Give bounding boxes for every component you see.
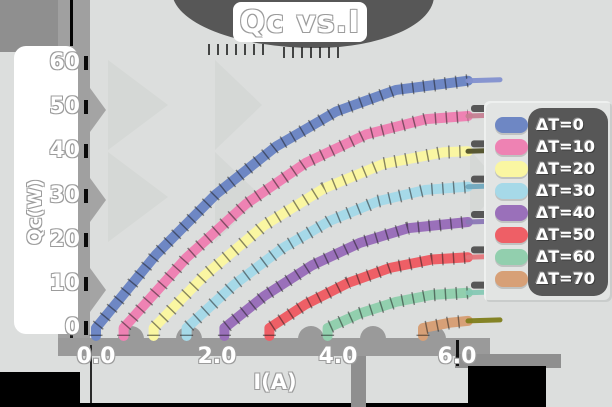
series-line-5 xyxy=(264,252,473,341)
legend-item: ΔT=60 xyxy=(492,246,610,268)
legend-item: ΔT=20 xyxy=(492,158,610,180)
legend-item: ΔT=70 xyxy=(492,268,610,290)
axis-bump xyxy=(360,326,386,339)
background-triangle xyxy=(215,152,262,242)
axis-bump xyxy=(420,326,446,339)
y-tick-mark xyxy=(84,144,88,158)
shadow-zigzag xyxy=(90,268,106,312)
series-hatch-2 xyxy=(147,144,469,336)
tick-shadow-strip xyxy=(351,356,366,407)
y-tick-mark xyxy=(84,189,88,203)
axis-bump xyxy=(298,326,324,339)
legend-item-label: ΔT=10 xyxy=(536,137,595,156)
x-tick-label: 4.0 xyxy=(318,344,358,369)
x-tick-mark xyxy=(90,345,92,403)
series-line-2 xyxy=(148,146,473,341)
legend-item-label: ΔT=60 xyxy=(536,247,595,266)
series-hatch-0 xyxy=(89,74,469,336)
y-tick-label: 30 xyxy=(49,183,80,208)
y-tick-mark xyxy=(84,277,88,291)
legend-item: ΔT=10 xyxy=(492,136,610,158)
series-line-4 xyxy=(219,217,473,341)
legend-item: ΔT=50 xyxy=(492,224,610,246)
legend-item-label: ΔT=30 xyxy=(536,181,595,200)
x-tick-label: 0.0 xyxy=(76,344,116,369)
series-hatch-6 xyxy=(321,286,469,336)
y-tick-mark xyxy=(84,100,88,114)
series-hatch-3 xyxy=(180,180,469,336)
chart-title: Qc vs.I xyxy=(239,5,361,40)
bottom-right-black-block xyxy=(468,366,546,407)
background-triangle xyxy=(215,60,262,150)
background-triangle xyxy=(108,60,168,150)
y-tick-label: 20 xyxy=(49,227,80,252)
legend-item-label: ΔT=40 xyxy=(536,203,595,222)
axis-bump xyxy=(176,326,202,339)
x-tick-mark xyxy=(456,340,459,366)
y-tick-label-background xyxy=(14,46,78,334)
x-axis-shadow-band xyxy=(58,338,490,356)
legend-swatch xyxy=(495,227,528,243)
y-tick-mark xyxy=(84,321,88,335)
title-background-box xyxy=(233,2,367,42)
hatch-marks xyxy=(283,47,345,58)
y-tick-label: 0 xyxy=(64,315,80,340)
legend-shadow-blob xyxy=(528,108,608,296)
legend-swatch xyxy=(495,205,528,221)
bottom-edge-line xyxy=(80,403,470,407)
background-triangle xyxy=(108,152,168,242)
hatch-marks xyxy=(208,44,266,55)
x-axis-label: I(A) xyxy=(253,370,297,394)
bottom-right-gray-shadow xyxy=(455,354,561,368)
series-hatch-4 xyxy=(217,215,469,336)
legend-item: ΔT=40 xyxy=(492,202,610,224)
legend-swatch xyxy=(495,139,528,155)
legend-item: ΔT=30 xyxy=(492,180,610,202)
legend-swatch xyxy=(495,271,528,287)
legend-swatch xyxy=(495,249,528,265)
legend-swatch xyxy=(495,161,528,177)
legend-item-label: ΔT=70 xyxy=(536,269,595,288)
y-tick-label: 10 xyxy=(49,271,80,296)
legend-item-label: ΔT=50 xyxy=(536,225,595,244)
shadow-zigzag xyxy=(90,178,106,222)
y-axis-spine xyxy=(70,0,73,46)
series-line-0 xyxy=(91,75,473,341)
legend-item-label: ΔT=20 xyxy=(536,159,595,178)
y-tick-label: 40 xyxy=(49,138,80,163)
legend-swatch xyxy=(495,117,528,133)
y-tick-mark xyxy=(84,56,88,70)
series-tail-7 xyxy=(465,317,503,324)
series-line-3 xyxy=(181,181,473,341)
top-left-shadow xyxy=(0,0,58,52)
series-hatch-1 xyxy=(117,109,469,336)
x-tick-label: 2.0 xyxy=(197,344,237,369)
series-hatch-5 xyxy=(262,250,469,336)
bottom-left-black-block xyxy=(0,372,80,407)
y-tick-mark xyxy=(84,233,88,247)
y-tick-label: 60 xyxy=(49,50,80,75)
series-line-1 xyxy=(118,111,473,341)
y-tick-label: 50 xyxy=(49,94,80,119)
x-tick-label: 6.0 xyxy=(437,344,477,369)
legend-swatch xyxy=(495,183,528,199)
legend-item-label: ΔT=0 xyxy=(536,115,584,134)
legend-item: ΔT=0 xyxy=(492,114,610,136)
series-line-6 xyxy=(322,287,473,341)
series-tail-0 xyxy=(465,77,503,84)
axis-bump xyxy=(118,326,144,339)
shadow-zigzag xyxy=(90,88,106,132)
